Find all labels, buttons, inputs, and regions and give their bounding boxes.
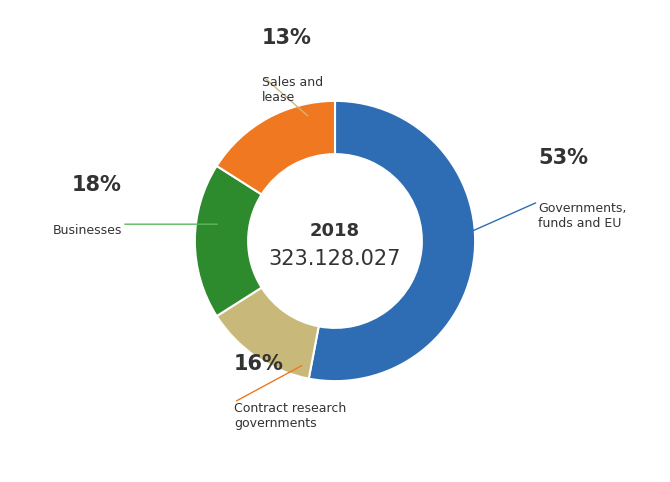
Text: Contract research
governments: Contract research governments [234, 402, 346, 430]
Text: 18%: 18% [72, 175, 122, 195]
Text: 16%: 16% [234, 354, 284, 374]
Wedge shape [216, 288, 319, 379]
Text: 2018: 2018 [310, 222, 360, 240]
Wedge shape [195, 166, 262, 316]
Wedge shape [216, 101, 335, 194]
Text: 323.128.027: 323.128.027 [269, 249, 401, 269]
Text: Sales and
lease: Sales and lease [262, 76, 323, 104]
Text: 53%: 53% [538, 148, 588, 168]
Text: 13%: 13% [262, 27, 312, 48]
Text: Businesses: Businesses [53, 224, 122, 237]
Wedge shape [309, 101, 475, 381]
Text: Governments,
funds and EU: Governments, funds and EU [538, 202, 626, 230]
